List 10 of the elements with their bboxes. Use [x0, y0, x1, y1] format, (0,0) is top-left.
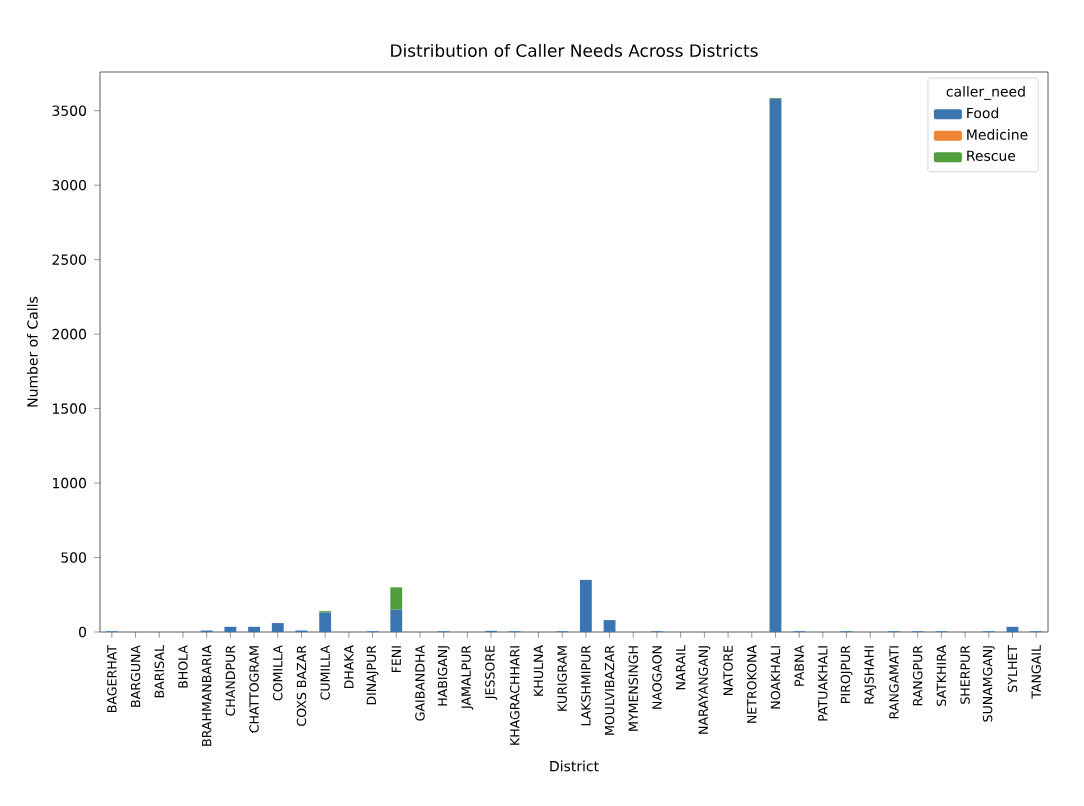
bar — [248, 626, 260, 632]
bar — [224, 626, 237, 632]
bar — [769, 98, 782, 632]
chart-title: Distribution of Caller Needs Across Districts — [391, 43, 758, 58]
bar — [271, 623, 284, 632]
bar — [390, 587, 403, 610]
bar — [390, 609, 403, 632]
bar — [603, 620, 616, 632]
bar — [579, 579, 592, 632]
bar — [319, 612, 332, 632]
